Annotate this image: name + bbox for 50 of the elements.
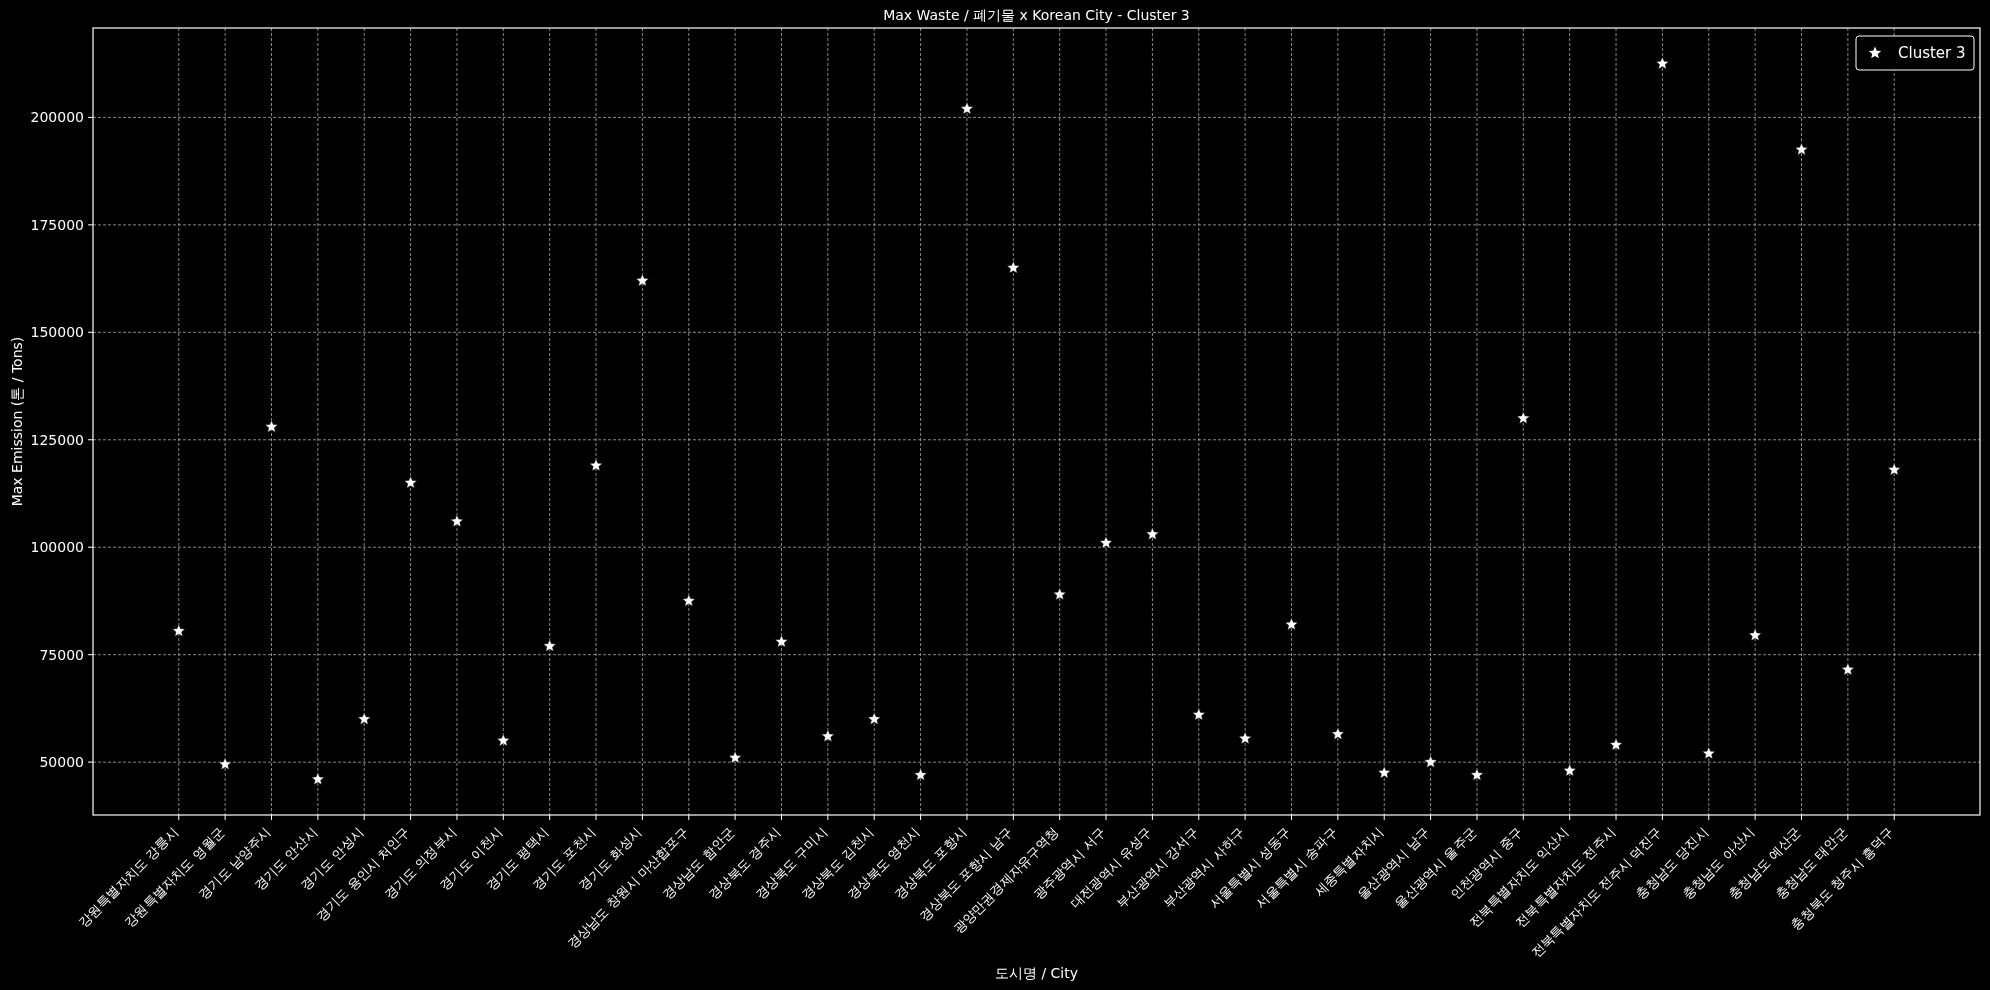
- x-axis-title: 도시명 / City: [994, 965, 1079, 981]
- point: [867, 712, 881, 725]
- point: [1053, 587, 1067, 600]
- y-tick-label: 200000: [30, 109, 84, 126]
- point: [636, 274, 649, 287]
- point: [1609, 738, 1623, 751]
- point: [1285, 617, 1298, 631]
- point: [960, 102, 974, 115]
- point: [218, 757, 232, 770]
- point: [1841, 663, 1855, 676]
- point: [1702, 746, 1716, 759]
- point: [728, 751, 742, 764]
- point: [311, 772, 325, 785]
- y-tick-label: 150000: [30, 324, 84, 341]
- point: [1516, 411, 1530, 424]
- point: [450, 514, 464, 527]
- point: [589, 458, 603, 472]
- point: [1006, 261, 1020, 274]
- point: [1146, 527, 1159, 540]
- point: [1238, 731, 1252, 744]
- y-tick-label: 175000: [30, 216, 84, 233]
- point: [1192, 708, 1206, 721]
- legend-label: Cluster 3: [1898, 44, 1966, 62]
- point: [1563, 764, 1577, 777]
- point: [172, 624, 186, 637]
- point: [1424, 755, 1437, 768]
- y-tick-label: 50000: [39, 754, 84, 771]
- point: [1470, 768, 1484, 781]
- point: [1377, 766, 1391, 779]
- point: [682, 594, 696, 607]
- y-tick-label: 100000: [30, 539, 84, 556]
- point: [265, 420, 278, 433]
- point: [357, 712, 371, 725]
- legend: Cluster 3: [1855, 35, 1975, 71]
- y-axis-title: Max Emission (톤 / Tons): [9, 336, 25, 507]
- point: [1099, 536, 1113, 549]
- point: [404, 476, 417, 489]
- point: [1748, 628, 1762, 641]
- point: [496, 733, 510, 747]
- point: [821, 729, 835, 742]
- point: [1331, 727, 1345, 740]
- point: [775, 635, 788, 648]
- point: [1795, 142, 1808, 156]
- y-tick-label: 75000: [39, 646, 84, 663]
- chart-title: Max Waste / 폐기물 x Korean City - Cluster 3: [883, 7, 1190, 23]
- y-tick-label: 125000: [30, 431, 84, 448]
- point: [543, 639, 557, 652]
- point: [1656, 56, 1669, 70]
- point: [914, 768, 927, 781]
- point: [1887, 463, 1901, 476]
